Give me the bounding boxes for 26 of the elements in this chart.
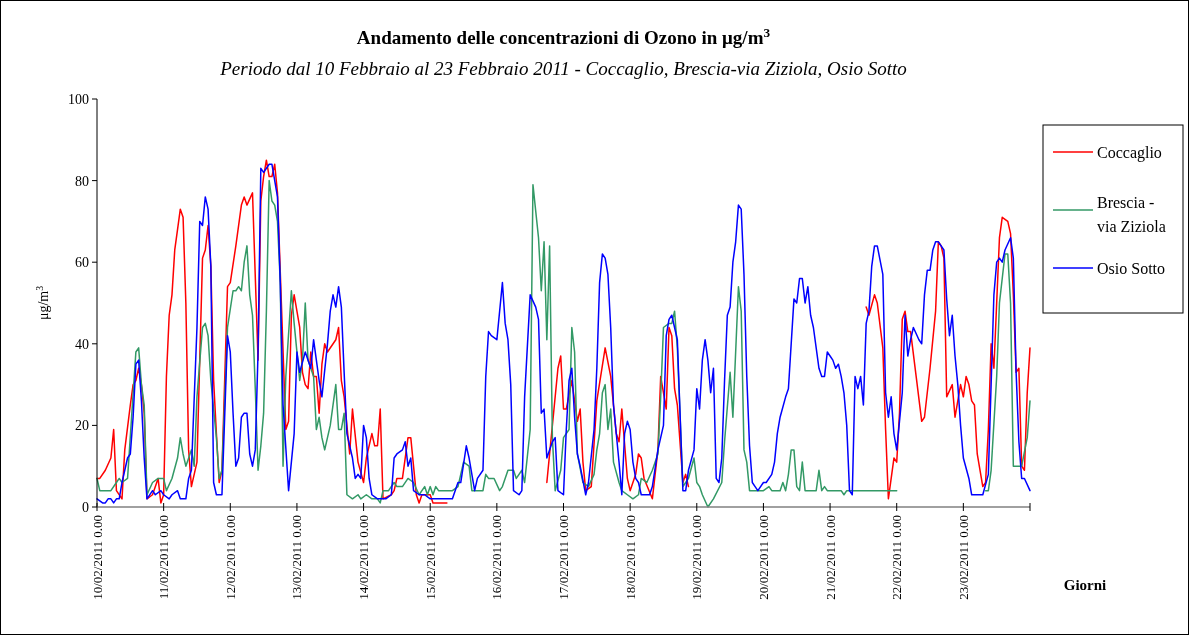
x-tick-label: 19/02/2011 0.00 xyxy=(689,515,705,600)
legend-label: Osio Sotto xyxy=(1097,259,1166,277)
x-tick-label: 17/02/2011 0.00 xyxy=(556,515,572,600)
x-tick-label: 23/02/2011 0.00 xyxy=(955,515,971,600)
y-tick-label: 0 xyxy=(82,499,89,515)
y-tick-label: 60 xyxy=(75,255,89,271)
x-tick-label: 11/02/2011 0.00 xyxy=(156,515,172,600)
x-tick-label: 20/02/2011 0.00 xyxy=(755,515,771,600)
x-axis-title: Giorni xyxy=(1063,577,1107,593)
x-tick-label: 21/02/2011 0.00 xyxy=(822,515,838,600)
chart-subtitle: Periodo dal 10 Febbraio al 23 Febbraio 2011 - Coccaglio, Brescia-via Ziziola, Osio Sotto xyxy=(219,58,907,79)
legend-label: Coccaglio xyxy=(1097,143,1162,162)
y-tick-label: 80 xyxy=(75,173,89,189)
x-tick-label: 13/02/2011 0.00 xyxy=(289,515,305,600)
y-tick-label: 100 xyxy=(68,91,89,107)
x-tick-label: 16/02/2011 0.00 xyxy=(489,515,505,600)
y-tick-label: 20 xyxy=(75,418,89,434)
x-tick-label: 18/02/2011 0.00 xyxy=(622,515,638,600)
x-tick-label: 22/02/2011 0.00 xyxy=(889,515,905,600)
x-tick-label: 12/02/2011 0.00 xyxy=(222,515,238,600)
x-tick-label: 10/02/2011 0.00 xyxy=(89,515,105,600)
legend-label: Brescia - via Ziziola xyxy=(1097,193,1166,235)
x-tick-label: 15/02/2011 0.00 xyxy=(422,515,438,600)
x-tick-label: 14/02/2011 0.00 xyxy=(356,515,372,600)
chart-title: Andamento delle concentrazioni di Ozono in μg/m$^{3}$ xyxy=(356,24,771,48)
y-tick-label: 40 xyxy=(75,336,89,352)
